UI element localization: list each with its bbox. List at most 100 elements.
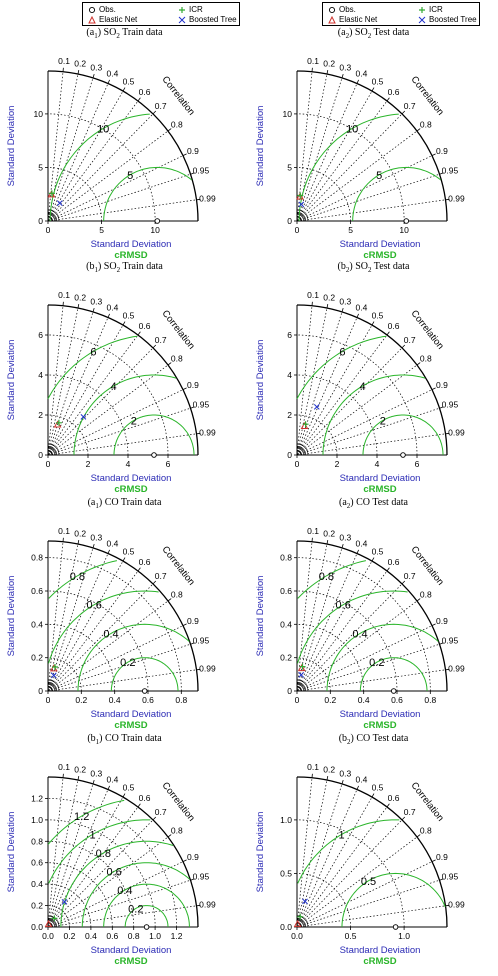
- correlation-ray: [296, 777, 313, 928]
- correlation-ray: [47, 669, 197, 692]
- crmsd-axis-title: cRMSD: [363, 484, 396, 495]
- correlation-tick-label: 0.1: [307, 526, 319, 536]
- correlation-ray: [47, 173, 191, 222]
- correlation-tick: [77, 540, 80, 545]
- correlation-tick: [386, 803, 390, 808]
- correlation-tick: [107, 313, 110, 318]
- x-axis-title: Standard Deviation: [91, 709, 172, 720]
- correlation-tick-label: 0.8: [420, 353, 432, 363]
- crmsd-label: 0.8: [70, 571, 85, 583]
- correlation-tick-label: 0.8: [171, 353, 183, 363]
- icr-legend-icon: [179, 7, 185, 13]
- correlation-tick-label: 0.2: [74, 528, 86, 538]
- correlation-tick: [107, 549, 110, 554]
- y-tick-label: 0.2: [31, 901, 43, 911]
- correlation-tick: [416, 834, 421, 838]
- correlation-ray: [296, 173, 440, 222]
- obs-legend-icon: [88, 6, 96, 14]
- boosted-tree-point: [56, 200, 63, 206]
- crmsd-arc: [48, 560, 118, 599]
- correlation-ray: [47, 307, 79, 456]
- boosted-tree-point: [80, 414, 87, 420]
- correlation-ray: [296, 113, 403, 222]
- correlation-tick-label: 0.6: [388, 557, 400, 567]
- icr-point: [297, 192, 304, 199]
- correlation-ray: [47, 783, 94, 928]
- sd-arc: [47, 840, 135, 928]
- panel-title: (b1) CO Train data: [87, 733, 162, 746]
- correlation-tick: [439, 642, 444, 645]
- y-tick-label: 0.0: [280, 922, 292, 932]
- correlation-ray: [47, 879, 191, 928]
- correlation-axis-label: Correlation: [160, 308, 197, 351]
- panel-title: (a1) SO2 Train data: [86, 27, 163, 40]
- correlation-ray: [47, 83, 109, 222]
- correlation-ray: [296, 560, 373, 692]
- crmsd-arc: [60, 840, 174, 927]
- correlation-ray: [47, 600, 169, 692]
- correlation-tick-label: 0.95: [442, 636, 459, 646]
- correlation-tick: [431, 859, 436, 862]
- obs-point: [400, 452, 406, 458]
- taylor-diagram-svg: 0.1 0.2 0.3 0.4 0.5 0.6 0.7 0.8 0.9 0.95 0.99 Corre…: [255, 526, 465, 731]
- elastic-net-point: [47, 190, 56, 198]
- correlation-axis-label: Correlation: [160, 74, 197, 117]
- elastic-net-legend-icon: [88, 15, 96, 24]
- correlation-tick-label: 0.9: [436, 852, 448, 862]
- origin-fan-arc: [47, 681, 58, 692]
- correlation-tick-label: 0.6: [139, 321, 151, 331]
- correlation-tick-label: 0.8: [420, 825, 432, 835]
- correlation-ray: [296, 583, 403, 692]
- correlation-ray: [296, 307, 328, 456]
- sd-arc: [296, 590, 398, 692]
- crmsd-axis-title: cRMSD: [363, 956, 396, 967]
- crmsd-arc: [341, 872, 446, 927]
- sd-arc: [296, 873, 351, 928]
- correlation-tick: [341, 543, 344, 549]
- correlation-tick-label: 0.5: [372, 77, 384, 87]
- correlation-tick-label: 0.95: [442, 400, 459, 410]
- panel-title: (b2) SO2 Test data: [337, 261, 410, 274]
- correlation-axis-label: Correlation: [409, 780, 446, 823]
- correlation-ray: [296, 836, 418, 928]
- correlation-ray: [47, 407, 191, 456]
- y-tick-label: 0: [287, 450, 292, 460]
- correlation-tick-label: 0.6: [139, 87, 151, 97]
- outer-arc: [47, 776, 199, 928]
- x-tick-label: 6: [415, 459, 420, 469]
- correlation-tick: [445, 432, 450, 435]
- y-axis-title: Standard Deviation: [6, 576, 17, 657]
- icr-point: [297, 913, 304, 920]
- correlation-tick-label: 0.5: [372, 311, 384, 321]
- correlation-tick: [341, 73, 344, 79]
- correlation-tick: [196, 904, 201, 907]
- correlation-tick-label: 0.9: [187, 616, 199, 626]
- correlation-tick: [137, 331, 141, 336]
- sd-arc: [47, 334, 169, 456]
- correlation-tick: [356, 79, 359, 84]
- crmsd-label: 5: [376, 170, 382, 182]
- correlation-tick: [77, 70, 80, 75]
- obs-point: [403, 218, 410, 224]
- correlation-tick-label: 0.99: [448, 663, 465, 673]
- correlation-ray: [47, 789, 109, 928]
- x-tick-label: 0: [295, 225, 300, 235]
- y-tick-label: 0.8: [31, 553, 43, 563]
- correlation-tick-label: 0.7: [155, 807, 167, 817]
- x-tick-label: 1.0: [149, 931, 161, 941]
- taylor-panel-a2-co-test: (a2) CO Test data 0.1 0.2 0.3 0.4 0.5 0.6 0.7 0…: [249, 494, 498, 735]
- correlation-tick: [401, 580, 406, 585]
- correlation-tick-label: 0.9: [436, 146, 448, 156]
- crmsd-arc: [48, 819, 151, 884]
- correlation-tick-label: 0.95: [442, 872, 459, 882]
- x-tick-label: 10: [150, 225, 160, 235]
- crmsd-arc: [298, 113, 399, 222]
- origin-fan-arc: [47, 211, 58, 222]
- correlation-ray: [296, 77, 343, 222]
- correlation-tick: [431, 623, 436, 626]
- correlation-tick-label: 0.7: [404, 807, 416, 817]
- correlation-ray: [47, 796, 124, 928]
- crmsd-label: 0.4: [103, 629, 118, 641]
- outer-arc: [296, 540, 448, 692]
- legend-icr-label: ICR: [429, 5, 443, 14]
